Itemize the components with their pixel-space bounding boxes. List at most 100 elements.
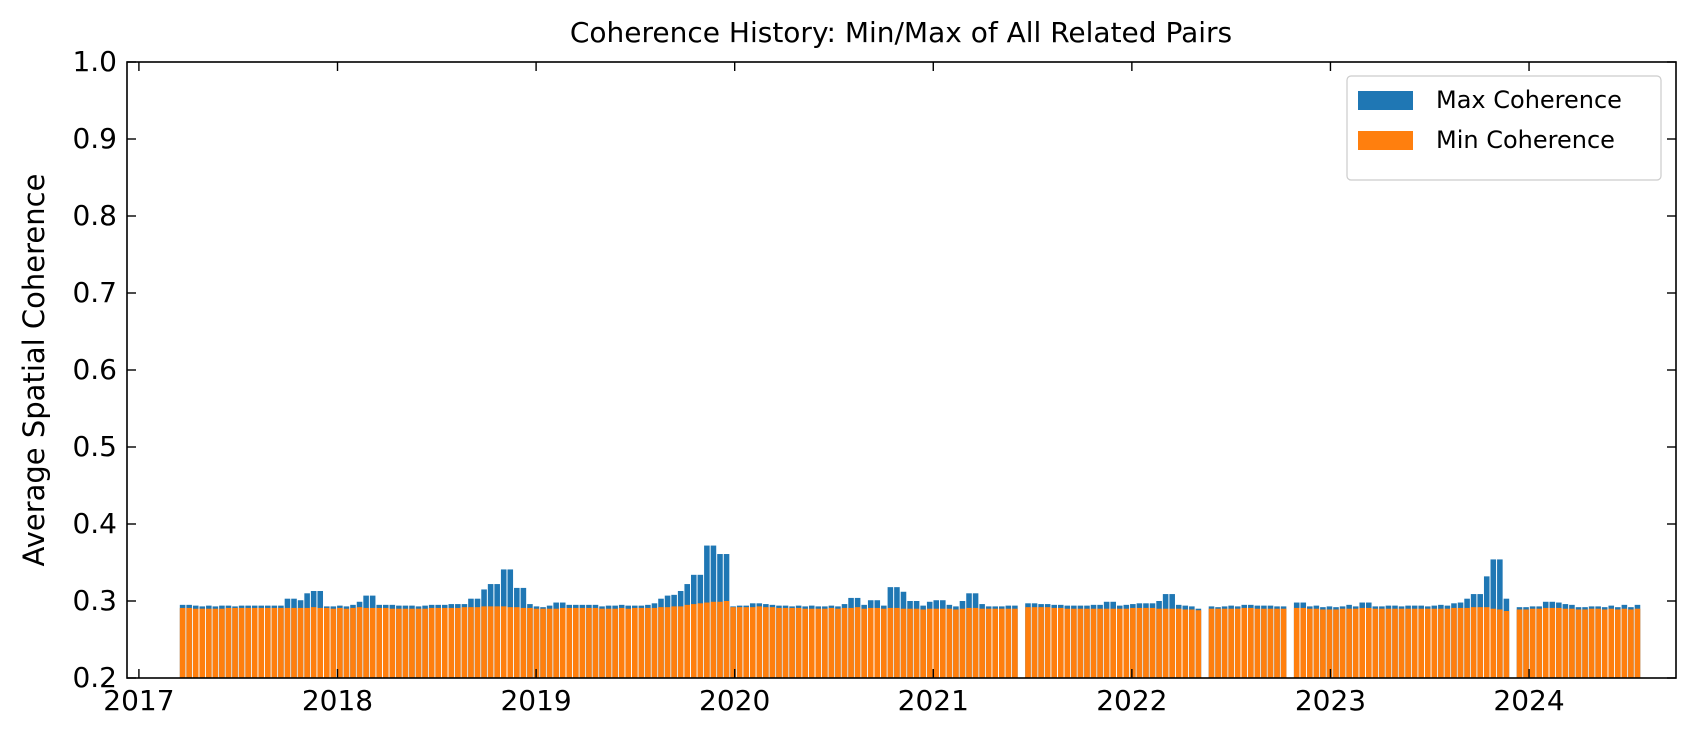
bar: [1031, 607, 1038, 678]
bar: [1333, 609, 1339, 678]
bar: [782, 607, 789, 678]
bar: [730, 607, 736, 678]
bar: [1490, 608, 1497, 678]
bar: [1189, 609, 1195, 678]
bar: [428, 607, 435, 678]
bar: [1608, 608, 1615, 678]
bar: [664, 607, 671, 678]
bar: [1110, 608, 1116, 678]
bar: [894, 607, 900, 678]
bar: [1221, 608, 1228, 678]
bar: [396, 608, 402, 678]
bar: [1601, 609, 1608, 678]
bar: [271, 607, 278, 678]
bar: [422, 608, 428, 678]
bar: [671, 606, 677, 678]
legend: Max Coherence Min Coherence: [1346, 75, 1662, 181]
bar: [999, 608, 1005, 678]
bar: [317, 607, 324, 678]
bar: [1025, 607, 1031, 678]
bar: [579, 607, 586, 678]
bar: [992, 608, 999, 678]
bar: [409, 608, 415, 678]
y-tick-label: 0.4: [72, 507, 117, 540]
bar: [1451, 607, 1457, 678]
bar: [743, 607, 749, 678]
legend-label: Max Coherence: [1436, 86, 1622, 114]
bar: [1536, 608, 1542, 678]
x-tick-label: 2021: [898, 684, 969, 717]
bar: [1529, 608, 1536, 678]
bar: [330, 608, 337, 678]
bar: [1457, 607, 1464, 678]
bar: [1149, 607, 1156, 678]
bar: [651, 607, 658, 678]
bar: [763, 607, 769, 678]
bar: [907, 608, 913, 678]
bar: [1628, 609, 1634, 678]
bar: [1280, 608, 1287, 678]
bar: [1313, 608, 1320, 678]
bar: [1195, 610, 1202, 678]
bar: [854, 607, 861, 678]
bar: [402, 608, 409, 678]
bar: [979, 608, 985, 678]
bar: [376, 607, 382, 678]
bar: [1431, 608, 1438, 678]
bar: [186, 607, 192, 678]
bar: [245, 607, 251, 678]
bar: [658, 607, 664, 678]
x-tick-label: 2020: [699, 684, 770, 717]
bar: [1084, 608, 1090, 678]
bar: [723, 601, 730, 678]
bar: [1234, 608, 1241, 678]
bar: [867, 607, 874, 678]
bar: [1175, 608, 1182, 678]
bar: [756, 606, 763, 678]
bar: [179, 607, 186, 678]
bar: [1300, 607, 1307, 678]
bar: [1274, 608, 1280, 678]
bar: [861, 608, 867, 678]
bar: [920, 609, 926, 678]
bar: [1320, 609, 1326, 678]
bar: [815, 608, 822, 678]
x-tick-label: 2019: [500, 684, 571, 717]
y-tick-label: 0.6: [72, 353, 117, 386]
y-tick-label: 1.0: [72, 45, 117, 78]
bar: [1359, 607, 1366, 678]
bar: [278, 607, 284, 678]
bar: [1339, 608, 1346, 678]
x-tick-label: 2024: [1493, 684, 1564, 717]
bar: [1254, 608, 1261, 678]
bar: [1549, 607, 1556, 678]
bar: [926, 608, 933, 678]
axes: 0.2 0.3 0.4 0.5 0.6 0.7 0.8 0.9 1.0 2017 2018 2019 2…: [72, 45, 1677, 717]
bar: [966, 607, 972, 678]
bar: [625, 608, 632, 678]
bar: [1097, 608, 1103, 678]
bar: [1516, 609, 1523, 678]
bar: [1562, 608, 1569, 678]
bar: [972, 607, 979, 678]
bar: [474, 607, 481, 678]
bar: [212, 608, 219, 678]
bar: [1241, 607, 1248, 678]
bar: [199, 608, 206, 678]
bar: [1228, 608, 1234, 678]
bar: [1215, 608, 1221, 678]
bar: [382, 607, 389, 678]
bar: [985, 608, 992, 678]
bar: [1051, 607, 1058, 678]
bar: [835, 608, 841, 678]
bar: [206, 608, 212, 678]
bar: [1405, 608, 1411, 678]
bar: [1143, 607, 1149, 678]
bar: [1470, 607, 1477, 678]
bar: [481, 606, 487, 678]
bar: [704, 602, 710, 678]
bar: [684, 604, 691, 678]
x-tick-label: 2023: [1295, 684, 1366, 717]
bar: [632, 607, 638, 678]
bar: [1411, 608, 1418, 678]
